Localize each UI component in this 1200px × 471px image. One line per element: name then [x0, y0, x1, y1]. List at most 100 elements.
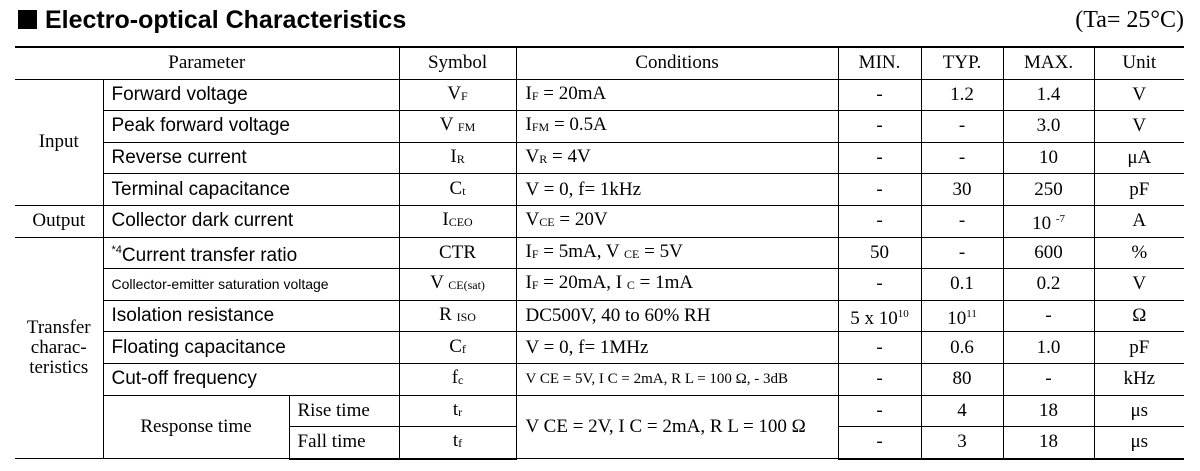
typ-cell: 3 — [920, 426, 1004, 460]
param-label: Cut-off frequency — [103, 362, 400, 396]
param-label: Terminal capacitance — [103, 173, 400, 206]
condition-cell: IF = 20mA, I C = 1mA — [515, 268, 839, 301]
condition-cell: DC500V, 40 to 60% RH — [515, 299, 839, 333]
symbol-cell: V FM — [398, 110, 517, 143]
min-cell: - — [837, 173, 922, 206]
typ-cell: 80 — [920, 362, 1004, 396]
unit-cell: kHz — [1093, 362, 1185, 396]
typ-cell: 4 — [920, 394, 1004, 428]
col-header-min: MIN. — [837, 45, 922, 80]
max-cell: - — [1002, 299, 1095, 333]
symbol-cell: IR — [398, 141, 517, 175]
unit-cell: A — [1093, 204, 1185, 238]
unit-cell: V — [1093, 268, 1185, 301]
table-row: Input Forward voltage VF IF = 20mA - 1.2… — [15, 78, 1185, 206]
min-cell: - — [837, 110, 922, 143]
characteristics-table: Parameter Symbol Conditions MIN. TYP. MA… — [15, 45, 1185, 460]
col-header-unit: Unit — [1093, 45, 1185, 80]
unit-cell: μs — [1093, 394, 1185, 428]
symbol-cell: ICEO — [398, 204, 517, 238]
typ-cell: 0.6 — [920, 331, 1004, 364]
min-cell: - — [837, 331, 922, 364]
col-header-parameter: Parameter — [15, 45, 400, 80]
square-bullet-icon — [18, 10, 37, 29]
table-row: Isolation resistance R ISO DC500V, 40 to… — [15, 299, 1185, 333]
table-row: Peak forward voltage V FM IFM = 0.5A - -… — [15, 110, 1185, 143]
typ-cell: - — [920, 204, 1004, 238]
col-header-max: MAX. — [1002, 45, 1095, 80]
max-cell: 18 — [1002, 394, 1095, 428]
min-cell: - — [837, 268, 922, 301]
symbol-cell: fc — [398, 362, 517, 396]
table-header-row: Parameter Symbol Conditions MIN. TYP. MA… — [15, 45, 1185, 80]
col-header-symbol: Symbol — [398, 45, 517, 80]
condition-cell: V = 0, f= 1MHz — [515, 331, 839, 364]
condition-cell: V CE = 5V, I C = 2mA, R L = 100 Ω, - 3dB — [515, 362, 839, 396]
max-cell: 10 — [1002, 141, 1095, 175]
unit-cell: V — [1093, 78, 1185, 112]
table-row: Transfer charac-teristics *4Current trans… — [15, 236, 1185, 460]
typ-cell: - — [920, 236, 1004, 270]
section-title: Electro-optical Characteristics — [18, 2, 406, 38]
condition-cell: IF = 5mA, V CE = 5V — [515, 236, 839, 270]
table-row: Cut-off frequency fc V CE = 5V, I C = 2m… — [15, 362, 1185, 396]
unit-cell: % — [1093, 236, 1185, 270]
max-cell: 250 — [1002, 173, 1095, 206]
table-row: Floating capacitance Cf V = 0, f= 1MHz -… — [15, 331, 1185, 364]
condition-cell: V CE = 2V, I C = 2mA, R L = 100 Ω — [515, 394, 839, 460]
condition-cell: V = 0, f= 1kHz — [515, 173, 839, 206]
param-label: Peak forward voltage — [103, 110, 400, 143]
param-label: Floating capacitance — [103, 331, 400, 364]
group-response-time: Response time — [103, 394, 290, 460]
param-label: Collector-emitter saturation voltage — [103, 268, 400, 301]
table-row: Fall time tf - 3 18 μs — [15, 426, 1185, 460]
symbol-cell: tf — [398, 426, 517, 460]
unit-cell: Ω — [1093, 299, 1185, 333]
max-cell: 3.0 — [1002, 110, 1095, 143]
unit-cell: μA — [1093, 141, 1185, 175]
table-row: Reverse current IR VR = 4V - - 10 μA — [15, 141, 1185, 175]
min-cell: - — [837, 204, 922, 238]
group-input: Input — [15, 78, 104, 206]
typ-cell: 0.1 — [920, 268, 1004, 301]
max-cell: 1.0 — [1002, 331, 1095, 364]
min-cell: - — [837, 426, 922, 460]
symbol-cell: tr — [398, 394, 517, 428]
typ-cell: 1.2 — [920, 78, 1004, 112]
condition-cell: VCE = 20V — [515, 204, 839, 238]
min-cell: - — [837, 362, 922, 396]
min-cell: 5 x 1010 — [837, 299, 922, 333]
footnote-marker: *4 — [111, 243, 122, 256]
symbol-cell: Ct — [398, 173, 517, 206]
symbol-cell: V CE(sat) — [398, 268, 517, 301]
condition-cell: VR = 4V — [515, 141, 839, 175]
param-label: Isolation resistance — [103, 299, 400, 333]
param-label: Rise time — [288, 394, 400, 428]
max-cell: 18 — [1002, 426, 1095, 460]
table-row: Output Collector dark current ICEO VCE =… — [15, 204, 1185, 238]
min-cell: - — [837, 78, 922, 112]
min-cell: 50 — [837, 236, 922, 270]
unit-cell: V — [1093, 110, 1185, 143]
max-cell: 600 — [1002, 236, 1095, 270]
param-label: Collector dark current — [102, 204, 400, 238]
min-cell: - — [837, 394, 922, 428]
typ-cell: 30 — [920, 173, 1004, 206]
param-label: Forward voltage — [102, 78, 400, 112]
col-header-conditions: Conditions — [515, 45, 839, 80]
table-row: Collector-emitter saturation voltage V C… — [15, 268, 1185, 301]
group-output: Output — [15, 204, 104, 238]
max-cell: - — [1002, 362, 1095, 396]
table-row: Response time Rise time tr V CE = 2V, I … — [15, 394, 1185, 460]
section-title-text: Electro-optical Characteristics — [45, 6, 407, 34]
symbol-cell: Cf — [398, 331, 517, 364]
col-header-typ: TYP. — [920, 45, 1004, 80]
param-label: Reverse current — [103, 141, 400, 175]
condition-cell: IF = 20mA — [515, 78, 839, 112]
condition-cell: IFM = 0.5A — [515, 110, 839, 143]
symbol-cell: R ISO — [398, 299, 517, 333]
param-label: *4Current transfer ratio — [102, 236, 400, 270]
ambient-condition: (Ta= 25°C) — [1075, 7, 1184, 33]
max-cell: 10 -7 — [1002, 204, 1095, 238]
table-row: Terminal capacitance Ct V = 0, f= 1kHz -… — [15, 173, 1185, 206]
